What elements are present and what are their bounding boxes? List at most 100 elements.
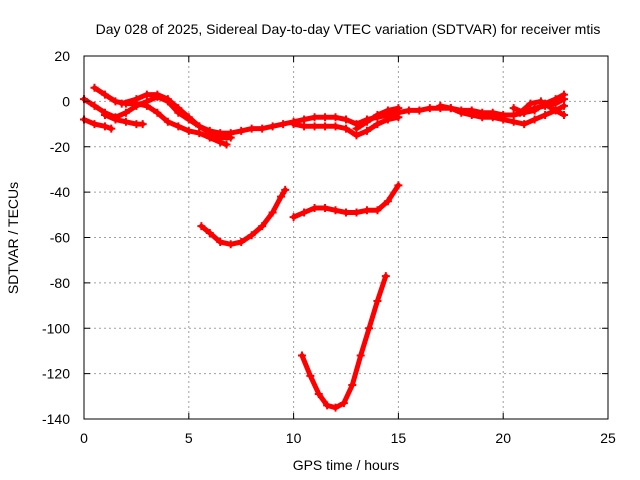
data-point — [362, 117, 371, 126]
data-point — [163, 95, 172, 104]
data-point — [163, 117, 172, 126]
track-arc-deep — [297, 272, 390, 412]
data-point — [331, 122, 340, 131]
track-main-j — [515, 97, 568, 119]
data-point — [381, 272, 390, 281]
data-point — [394, 113, 403, 122]
data-point — [314, 390, 323, 399]
data-point — [153, 108, 162, 117]
data-point — [289, 120, 298, 129]
data-point — [258, 124, 267, 133]
data-point — [268, 208, 277, 217]
data-point — [559, 90, 568, 99]
data-point — [509, 104, 518, 113]
data-point — [436, 101, 445, 110]
y-tick-label: 20 — [54, 48, 70, 64]
data-point — [520, 120, 529, 129]
data-point — [515, 108, 524, 117]
data-point — [352, 131, 361, 140]
data-point — [348, 380, 357, 389]
data-point — [342, 124, 350, 133]
data-point — [323, 401, 332, 410]
data-point — [331, 403, 340, 412]
data-point — [279, 120, 288, 129]
data-point — [530, 115, 539, 124]
data-point — [237, 126, 246, 135]
data-point — [373, 120, 382, 129]
data-point — [321, 122, 330, 131]
data-point — [509, 110, 518, 119]
data-point — [153, 90, 162, 99]
track-main-d — [100, 110, 147, 129]
data-point — [184, 126, 193, 135]
data-point — [352, 124, 361, 133]
data-point — [121, 108, 130, 117]
x-tick-label: 20 — [495, 430, 511, 446]
data-point — [300, 122, 309, 131]
x-tick-label: 25 — [600, 430, 616, 446]
data-point — [174, 104, 183, 113]
data-point — [467, 110, 476, 119]
chart-title: Day 028 of 2025, Sidereal Day-to-day VTE… — [96, 21, 601, 37]
data-point — [222, 140, 231, 149]
data-point — [142, 90, 151, 99]
data-point — [268, 122, 277, 131]
data-point — [205, 129, 214, 138]
data-point — [559, 101, 568, 110]
data-point — [457, 108, 466, 117]
data-point — [352, 208, 361, 217]
data-point — [331, 113, 340, 122]
track-main-h — [436, 101, 568, 129]
x-tick-label: 15 — [391, 430, 407, 446]
data-point — [184, 113, 193, 122]
data-point — [446, 104, 455, 113]
data-point — [142, 101, 151, 110]
data-point — [174, 122, 183, 131]
data-point — [216, 133, 225, 142]
x-tick-label: 5 — [185, 430, 193, 446]
data-point — [111, 115, 120, 124]
data-point — [530, 106, 539, 115]
y-tick-label: -100 — [42, 320, 70, 336]
y-tick-label: -80 — [50, 275, 70, 291]
track-main-g — [352, 104, 403, 133]
data-point — [247, 124, 256, 133]
data-point — [425, 104, 434, 113]
data-point — [111, 97, 120, 106]
x-tick-label: 10 — [286, 430, 302, 446]
data-point — [356, 351, 365, 360]
y-tick-label: 0 — [62, 93, 70, 109]
data-point — [132, 95, 141, 104]
data-point — [121, 117, 130, 126]
data-point — [107, 124, 116, 133]
data-point — [90, 120, 99, 129]
x-tick-label: 0 — [80, 430, 88, 446]
track-main-f — [289, 113, 403, 140]
x-axis-title: GPS time / hours — [293, 457, 400, 473]
tick-layer: 0 5 10 15 20 25 20 0 -20 -40 -60 -80 -100 -120 -140 — [42, 48, 616, 446]
data-point — [559, 110, 568, 119]
data-point — [197, 222, 206, 231]
data-point — [237, 238, 246, 247]
data-point — [373, 297, 382, 306]
data-point — [300, 115, 309, 124]
data-point — [551, 95, 560, 104]
data-point — [289, 213, 298, 222]
data-point — [321, 204, 330, 213]
data-point — [247, 231, 256, 240]
data-point — [342, 208, 350, 217]
track-arc-mid — [289, 181, 403, 222]
data-point — [342, 115, 350, 124]
data-point — [488, 113, 497, 122]
data-point — [339, 399, 348, 408]
data-point — [499, 115, 508, 124]
series-trace — [81, 117, 114, 132]
data-point — [195, 129, 204, 138]
data-point — [100, 122, 109, 131]
data-point — [216, 238, 225, 247]
data-point — [310, 122, 319, 131]
data-point — [404, 106, 413, 115]
data-point — [100, 110, 109, 119]
data-point — [383, 106, 392, 115]
